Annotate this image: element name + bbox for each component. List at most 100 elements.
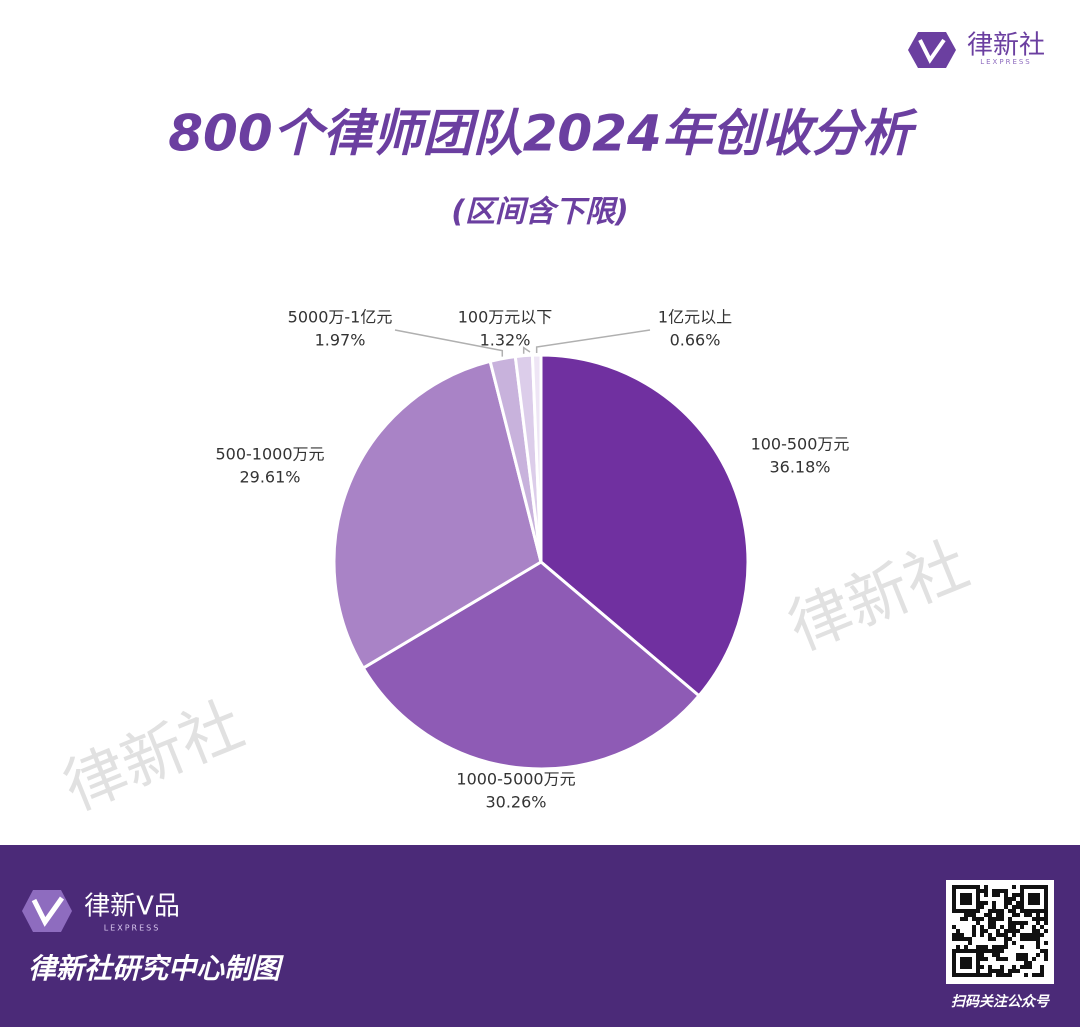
qr-finder: [1020, 885, 1048, 913]
qr-module: [980, 905, 984, 909]
qr-module: [1024, 965, 1028, 969]
slice-value-label: 36.18%: [769, 458, 830, 477]
qr-module: [996, 933, 1000, 937]
qr-module: [1000, 945, 1004, 949]
qr-module: [976, 921, 980, 925]
qr-code: [952, 885, 1048, 977]
qr-module: [996, 973, 1000, 977]
qr-module: [1032, 925, 1036, 929]
qr-module: [1024, 933, 1028, 937]
qr-module: [1020, 937, 1024, 941]
qr-finder: [960, 893, 972, 905]
qr-module: [964, 913, 968, 917]
qr-module: [968, 941, 972, 945]
leader-line: [394, 329, 504, 357]
qr-module: [996, 893, 1000, 897]
qr-module: [1020, 925, 1024, 929]
qr-module: [996, 889, 1000, 893]
qr-module: [1008, 973, 1012, 977]
qr-module: [964, 917, 968, 921]
qr-module: [976, 945, 980, 949]
qr-module: [988, 909, 992, 913]
pie-slice: [332, 359, 543, 671]
qr-module: [996, 909, 1000, 913]
qr-module: [980, 957, 984, 961]
qr-module: [1016, 953, 1020, 957]
qr-module: [980, 949, 984, 953]
qr-module: [984, 949, 988, 953]
qr-module: [1036, 929, 1040, 933]
qr-module: [1012, 897, 1016, 901]
qr-module: [996, 969, 1000, 973]
qr-module: [984, 889, 988, 893]
qr-module: [992, 969, 996, 973]
logo-icon: [908, 32, 956, 68]
slice-category: 1亿元以上: [658, 308, 732, 327]
qr-module: [1012, 913, 1016, 917]
qr-module: [1032, 937, 1036, 941]
qr-module: [980, 973, 984, 977]
qr-module: [984, 893, 988, 897]
qr-module: [980, 889, 984, 893]
qr-module: [956, 937, 960, 941]
pie: 100-500万元 36.18% 1000-5000万元 30.26% 500-1000…: [215, 308, 849, 812]
pie-slice: [539, 353, 750, 698]
qr-module: [1004, 957, 1008, 961]
qr-module: [1044, 949, 1048, 953]
qr-module: [1020, 957, 1024, 961]
qr-module: [1040, 925, 1044, 929]
slice-category: 100万元以下: [458, 308, 553, 327]
qr-module: [1032, 917, 1036, 921]
qr-module: [1044, 957, 1048, 961]
qr-module: [1040, 917, 1044, 921]
footer-brand-sub: LEXPRESS: [104, 924, 161, 933]
qr-module: [996, 949, 1000, 953]
qr-module: [984, 945, 988, 949]
qr-module: [1012, 941, 1016, 945]
qr-module: [956, 945, 960, 949]
qr-module: [988, 969, 992, 973]
qr-module: [1024, 961, 1028, 965]
slice-value-label: 29.61%: [239, 468, 300, 487]
qr-module: [1004, 893, 1008, 897]
qr-module: [1032, 933, 1036, 937]
qr-module: [996, 913, 1000, 917]
qr-module: [960, 937, 964, 941]
qr-module: [1024, 973, 1028, 977]
qr-module: [1020, 965, 1024, 969]
qr-module: [1004, 905, 1008, 909]
qr-module: [1000, 913, 1004, 917]
qr-module: [1000, 949, 1004, 953]
qr-module: [1036, 913, 1040, 917]
slice-value-label: 1.97%: [315, 331, 366, 350]
qr-module: [984, 973, 988, 977]
qr-module: [956, 933, 960, 937]
slice-category: 100-500万元: [751, 435, 850, 454]
qr-module: [1040, 965, 1044, 969]
qr-module: [980, 929, 984, 933]
qr-module: [988, 933, 992, 937]
pie-slice: [530, 353, 543, 563]
qr-module: [984, 885, 988, 889]
qr-module: [1028, 961, 1032, 965]
qr-module: [972, 925, 976, 929]
qr-module: [1004, 973, 1008, 977]
qr-module: [1012, 893, 1016, 897]
qr-module: [996, 945, 1000, 949]
qr-module: [988, 913, 992, 917]
logo-name: 律新社: [967, 31, 1045, 61]
qr-module: [1004, 901, 1008, 905]
qr-module: [1012, 905, 1016, 909]
qr-module: [972, 917, 976, 921]
qr-module: [960, 933, 964, 937]
qr-module: [968, 913, 972, 917]
qr-module: [1012, 925, 1016, 929]
qr-module: [1016, 929, 1020, 933]
qr-finder: [1028, 893, 1040, 905]
qr-module: [1004, 941, 1008, 945]
qr-module: [1012, 933, 1016, 937]
slice-value-label: 0.66%: [670, 331, 721, 350]
qr-finder: [960, 957, 972, 969]
qr-module: [1016, 957, 1020, 961]
